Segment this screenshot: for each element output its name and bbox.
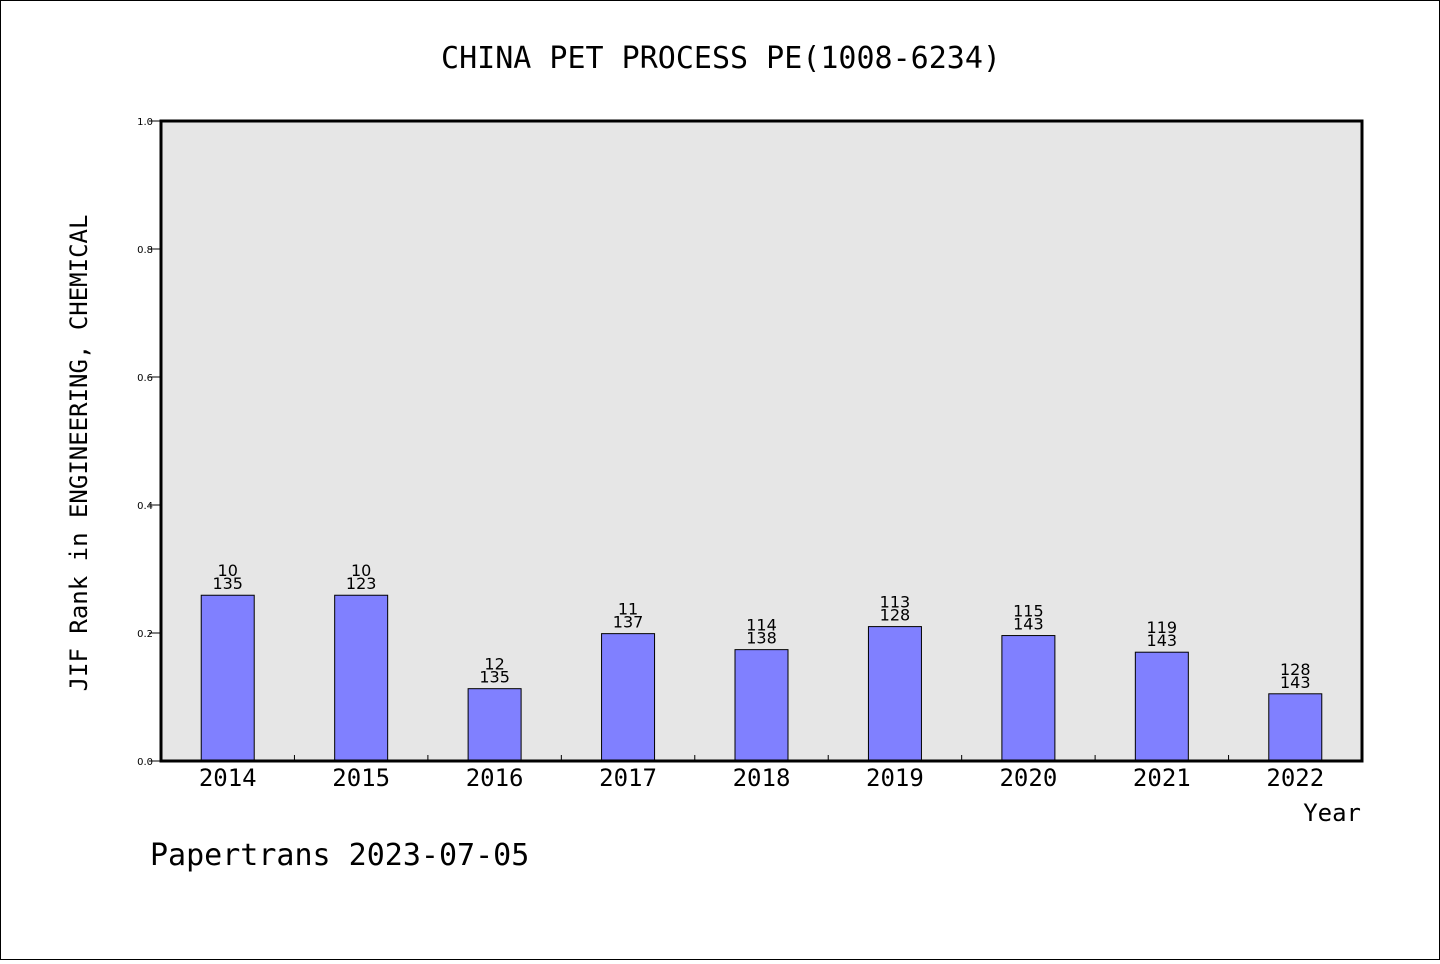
y-tick-label: 1.0 bbox=[137, 117, 153, 128]
bar-2022 bbox=[1268, 693, 1323, 762]
y-tick-label: 0.4 bbox=[137, 501, 153, 512]
x-tick-label: 2017 bbox=[599, 764, 657, 792]
y-tick-label: 0.2 bbox=[137, 629, 153, 640]
y-axis-title: JIF Rank in ENGINEERING, CHEMICAL bbox=[65, 215, 93, 692]
bar-2020 bbox=[1001, 635, 1056, 762]
rank-label: 10 bbox=[218, 561, 238, 580]
bar-2019 bbox=[867, 626, 922, 762]
rank-label: 119 bbox=[1147, 618, 1178, 637]
x-tick-label: 2021 bbox=[1133, 764, 1191, 792]
bar-2014 bbox=[200, 594, 255, 762]
x-tick-label: 2020 bbox=[999, 764, 1057, 792]
rank-label: 113 bbox=[880, 593, 911, 612]
y-axis: 0.0 0.2 0.4 0.6 0.8 1.0 bbox=[137, 117, 161, 768]
rank-label: 10 bbox=[351, 561, 371, 580]
bar-2018 bbox=[734, 649, 789, 762]
total-label: 138 bbox=[746, 629, 777, 648]
footer-credit: Papertrans 2023-07-05 bbox=[150, 838, 529, 873]
y-tick-label: 0.6 bbox=[137, 373, 153, 384]
rank-label: 115 bbox=[1013, 602, 1044, 621]
x-tick-label: 2016 bbox=[466, 764, 524, 792]
x-tick-label: 2019 bbox=[866, 764, 924, 792]
total-label: 143 bbox=[1013, 615, 1044, 634]
rank-label: 128 bbox=[1280, 660, 1311, 679]
x-tick-label: 2014 bbox=[199, 764, 257, 792]
y-tick-label: 0.0 bbox=[137, 757, 153, 768]
total-label: 143 bbox=[1280, 673, 1311, 692]
x-tick-label: 2015 bbox=[332, 764, 390, 792]
x-axis: 2014 2015 2016 2017 2018 2019 2020 2021 2022 bbox=[199, 755, 1324, 792]
total-label: 128 bbox=[880, 606, 911, 625]
bar-2021 bbox=[1134, 651, 1189, 762]
y-tick-label: 0.8 bbox=[137, 245, 153, 256]
x-tick-label: 2022 bbox=[1266, 764, 1324, 792]
plot-border bbox=[159, 119, 1364, 763]
total-label: 135 bbox=[479, 668, 510, 687]
rank-label: 11 bbox=[618, 600, 638, 619]
bar-2015 bbox=[334, 594, 389, 762]
bar-2016 bbox=[467, 688, 522, 762]
total-label: 137 bbox=[613, 613, 644, 632]
total-label: 143 bbox=[1147, 631, 1178, 650]
rank-label: 12 bbox=[484, 655, 504, 674]
rank-label: 114 bbox=[746, 616, 777, 635]
bars bbox=[200, 594, 1323, 762]
total-label: 123 bbox=[346, 574, 377, 593]
chart-title: CHINA PET PROCESS PE(1008-6234) bbox=[441, 41, 1001, 76]
x-tick-label: 2018 bbox=[733, 764, 791, 792]
data-labels: 1351012310135121371113811412811314311514… bbox=[212, 561, 1310, 692]
total-label: 135 bbox=[212, 574, 243, 593]
bar-2017 bbox=[601, 633, 656, 762]
x-axis-title: Year bbox=[1303, 799, 1361, 827]
